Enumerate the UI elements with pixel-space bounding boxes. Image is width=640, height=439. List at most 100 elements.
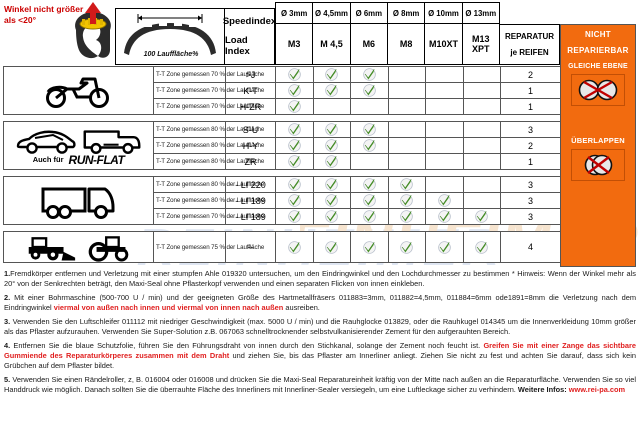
instruction-text: Entfernen Sie die blaue Schutzfolie, füh… bbox=[10, 340, 484, 350]
mcode-header-cell-3: M8 bbox=[388, 24, 426, 64]
vehicle-category-cell-truck bbox=[3, 176, 154, 225]
speed-load-index-cell: >J bbox=[225, 66, 276, 83]
tt-zone-label: T-T Zone gemessen 80 % der Lauffläche bbox=[153, 176, 264, 193]
check-cell-allowed-5 bbox=[462, 231, 501, 263]
instruction-highlight-text[interactable]: www.rei-pa.com bbox=[566, 385, 626, 395]
check-cell-empty-5 bbox=[462, 176, 501, 193]
repairs-per-tire-header: REPARATUR je REIFEN bbox=[500, 24, 560, 65]
check-icon bbox=[287, 240, 301, 254]
check-icon bbox=[325, 84, 339, 97]
mcode-header-row: M3 M 4,5 M6 M8 M10XT M13 XPT bbox=[275, 24, 500, 65]
check-cell-allowed-2 bbox=[350, 208, 389, 225]
check-icon bbox=[362, 178, 376, 191]
instruction-text: Weitere Infos: bbox=[517, 385, 567, 395]
mcode-header-cell-1: M 4,5 bbox=[313, 24, 351, 64]
check-cell-allowed-2 bbox=[350, 176, 389, 193]
check-icon bbox=[325, 139, 339, 152]
vehicle-category-cell-agricultural bbox=[3, 231, 154, 263]
check-cell-empty-2 bbox=[350, 98, 389, 115]
check-cell-allowed-0 bbox=[275, 66, 314, 83]
diameter-header-row: Ø 3mm Ø 4,5mm Ø 6mm Ø 8mm Ø 10mm Ø 13mm bbox=[275, 2, 500, 24]
speedindex-label: Speedindex bbox=[222, 16, 277, 28]
check-cell-empty-5 bbox=[462, 137, 501, 154]
instruction-highlight-text: viermal von außen nach innen und viermal… bbox=[53, 303, 284, 313]
check-cell-allowed-4 bbox=[425, 192, 464, 209]
check-icon bbox=[437, 194, 451, 207]
check-icon bbox=[325, 240, 339, 254]
tt-zone-label: T-T Zone gemessen 80 % der Lauffläche bbox=[153, 137, 264, 154]
instructions-block: 1.Fremdkörper entfernen und Verletzung m… bbox=[4, 269, 636, 399]
check-icon bbox=[287, 178, 301, 191]
tractor-icon bbox=[88, 235, 129, 262]
check-cell-allowed-3 bbox=[387, 231, 426, 263]
truck-icon bbox=[41, 187, 114, 219]
check-cell-empty-4 bbox=[425, 66, 464, 83]
check-icon bbox=[437, 210, 451, 223]
speed-load-index-cell: K-T bbox=[225, 82, 276, 99]
speed-load-index-cell: - LI 189 bbox=[225, 208, 276, 225]
instruction-number: 2. bbox=[4, 292, 11, 302]
check-cell-empty-1 bbox=[312, 98, 351, 115]
check-cell-allowed-0 bbox=[275, 192, 314, 209]
repairs-per-tire-cell: 4 bbox=[500, 231, 561, 263]
tread-graphic-label: 100 Laufflāche% bbox=[143, 51, 199, 58]
instruction-paragraph-1: 1.Fremdkörper entfernen und Verletzung m… bbox=[4, 269, 636, 289]
loadindex-label: Load Index bbox=[225, 34, 250, 57]
table-row: T-T Zone gemessen 70 % der Lauffläche - L… bbox=[4, 208, 561, 225]
check-icon bbox=[325, 68, 339, 81]
check-icon bbox=[325, 178, 339, 191]
instruction-text: Verwenden Sie einen Rändelroller, z, B. … bbox=[4, 374, 636, 395]
instruction-number: 3. bbox=[4, 316, 11, 326]
instruction-number: 4. bbox=[4, 340, 11, 350]
angle-warning-line1: Winkel nicht größer bbox=[4, 4, 84, 14]
check-cell-allowed-0 bbox=[275, 82, 314, 99]
check-cell-empty-5 bbox=[462, 98, 501, 115]
table-row: T-T Zone gemessen 80 % der Lauffläche - L… bbox=[3, 176, 561, 225]
check-icon bbox=[325, 210, 339, 223]
check-cell-allowed-1 bbox=[312, 82, 351, 99]
check-icon bbox=[287, 123, 301, 136]
check-cell-empty-3 bbox=[387, 66, 426, 83]
check-cell-allowed-0 bbox=[275, 98, 314, 115]
mcode-header-cell-4: M10XT bbox=[425, 24, 463, 64]
tt-zone-label: T-T Zone gemessen 70 % der Lauffläche bbox=[153, 82, 264, 99]
check-cell-empty-4 bbox=[425, 82, 464, 99]
check-cell-allowed-2 bbox=[350, 137, 389, 154]
instruction-highlight-text: Greifen Sie mit einer Zange das sichtbar… bbox=[4, 340, 636, 360]
diameter-header-cell-4: Ø 10mm bbox=[425, 3, 463, 23]
check-icon bbox=[325, 194, 339, 207]
vehicle-category-cell-car-van: Auch für RUN-FLAT bbox=[3, 121, 154, 170]
group-separator-cell bbox=[4, 225, 561, 232]
table-row: T-T Zone gemessen 70 % der Lauffläche >J 2 bbox=[3, 66, 561, 115]
instruction-text: Mit einer Bohrmaschine (500-700 U / min)… bbox=[4, 292, 636, 313]
check-cell-allowed-2 bbox=[350, 121, 389, 138]
speed-load-index-cell: -- bbox=[225, 231, 276, 263]
check-icon bbox=[325, 155, 339, 168]
check-icon bbox=[287, 100, 301, 113]
check-cell-allowed-5 bbox=[462, 208, 501, 225]
tt-zone-label: T-T Zone gemessen 80 % der Lauffläche bbox=[153, 153, 264, 170]
check-cell-allowed-1 bbox=[312, 192, 351, 209]
tt-zone-label: T-T Zone gemessen 70 % der Lauffläche bbox=[153, 208, 264, 225]
check-cell-empty-3 bbox=[387, 137, 426, 154]
repairs-header-line2: je REIFEN bbox=[510, 48, 549, 57]
not-repairable-panel: NICHT REPARIERBAR GLEICHE EBENE ÜBERLAPP… bbox=[560, 24, 636, 267]
instruction-paragraph-2: 2. Mit einer Bohrmaschine (500-700 U / m… bbox=[4, 293, 636, 313]
repairs-per-tire-cell: 1 bbox=[500, 98, 561, 115]
check-icon bbox=[437, 240, 451, 254]
mcode-header-cell-5: M13 XPT bbox=[472, 34, 490, 54]
instruction-paragraph-5: 5. Verwenden Sie einen Rändelroller, z, … bbox=[4, 375, 636, 395]
check-cell-allowed-0 bbox=[275, 137, 314, 154]
check-cell-allowed-0 bbox=[275, 176, 314, 193]
vehicle-category-cell-motorcycle bbox=[3, 66, 154, 115]
angle-warning: Winkel nicht größer als <20° bbox=[4, 4, 124, 26]
angle-warning-line2: als <20° bbox=[4, 15, 36, 25]
check-icon bbox=[362, 194, 376, 207]
motorcycle-icon bbox=[45, 77, 109, 108]
check-cell-allowed-1 bbox=[312, 231, 351, 263]
repairs-per-tire-cell: 1 bbox=[500, 153, 561, 170]
instruction-text: und ziehen Sie, bis das Pflaster am Inne… bbox=[4, 350, 636, 371]
instruction-paragraph-3: 3. Verwenden Sie den Luftschleifer 01111… bbox=[4, 317, 636, 337]
speed-load-index-cell: H-Y bbox=[225, 137, 276, 154]
